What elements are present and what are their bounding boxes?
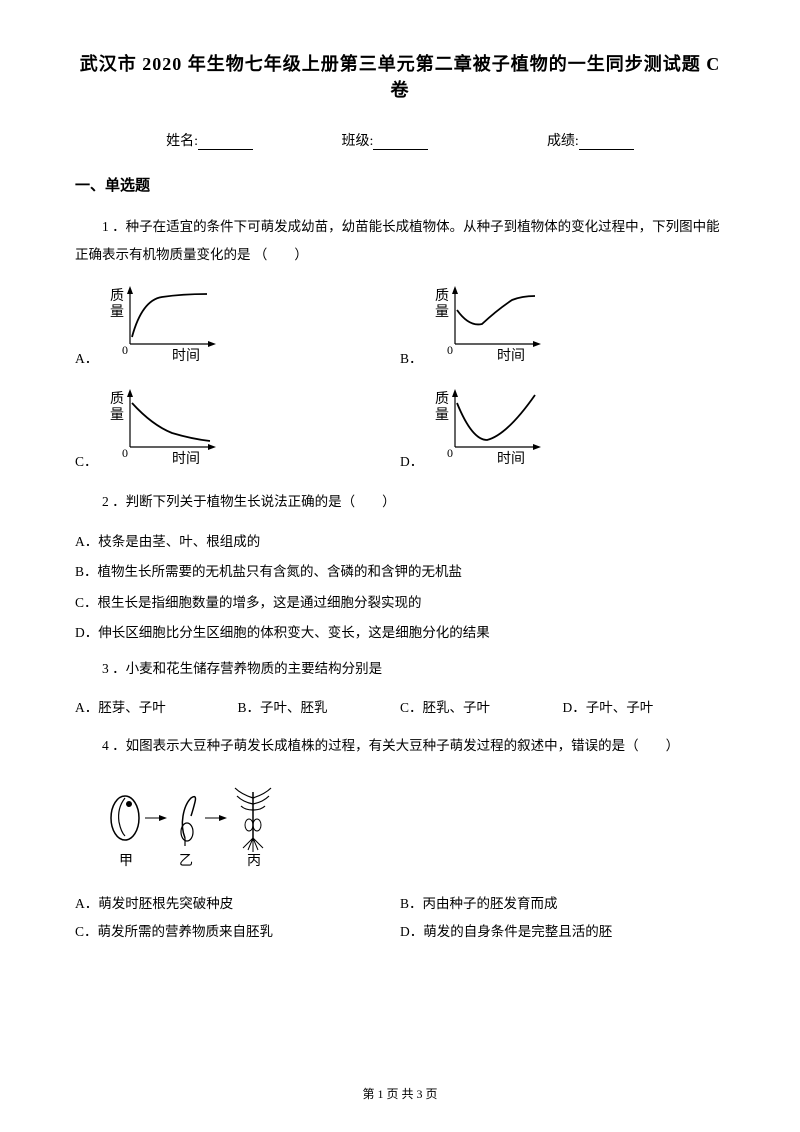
score-field: 成绩: xyxy=(547,130,634,150)
q3-option-b: B．子叶、胚乳 xyxy=(238,696,401,716)
q4-text: 4 ．如图表示大豆种子萌发长成植株的过程，有关大豆种子萌发过程的叙述中，错误的是… xyxy=(75,732,725,760)
svg-text:质: 质 xyxy=(110,288,124,304)
class-label: 班级: xyxy=(342,134,374,149)
q3-option-a: A．胚芽、子叶 xyxy=(75,696,238,716)
q4-option-c: C．萌发所需的营养物质来自胚乳 xyxy=(75,918,400,946)
q3-text: 3 ．小麦和花生储存营养物质的主要结构分别是 xyxy=(75,655,725,683)
q4-option-d: D．萌发的自身条件是完整且活的胚 xyxy=(400,918,725,946)
svg-text:量: 量 xyxy=(435,304,449,320)
class-field: 班级: xyxy=(342,130,429,150)
q1-text: 1 ．种子在适宜的条件下可萌发成幼苗，幼苗能长成植物体。从种子到植物体的变化过程… xyxy=(75,213,725,270)
svg-text:量: 量 xyxy=(435,407,449,423)
q2-option-d: D．伸长区细胞比分生区细胞的体积变大、变长，这是细胞分化的结果 xyxy=(75,619,725,647)
svg-text:时间: 时间 xyxy=(497,451,525,467)
svg-text:质: 质 xyxy=(435,288,449,304)
q3-option-c: C．胚乳、子叶 xyxy=(400,696,563,716)
q1-option-d: D． 质 量 0 时间 xyxy=(400,385,725,470)
q1-graph-c: 质 量 0 时间 xyxy=(102,385,232,470)
score-label: 成绩: xyxy=(547,134,579,149)
q1-option-b: B． 质 量 0 时间 xyxy=(400,282,725,367)
q2-text: 2 ．判断下列关于植物生长说法正确的是（ ） xyxy=(75,488,725,516)
q4-option-a: A．萌发时胚根先突破种皮 xyxy=(75,890,400,918)
svg-text:时间: 时间 xyxy=(497,348,525,364)
q1-options-row1: A． 质 量 0 时间 B． 质 量 xyxy=(75,282,725,367)
q4-options: A．萌发时胚根先突破种皮 B．丙由种子的胚发育而成 C．萌发所需的营养物质来自胚… xyxy=(75,890,725,947)
svg-text:0: 0 xyxy=(447,343,453,357)
svg-text:量: 量 xyxy=(110,304,124,320)
class-blank xyxy=(373,136,428,150)
q1-option-a: A． 质 量 0 时间 xyxy=(75,282,400,367)
score-blank xyxy=(579,136,634,150)
page-title: 武汉市 2020 年生物七年级上册第三单元第二章被子植物的一生同步测试题 C 卷 xyxy=(75,50,725,102)
svg-text:0: 0 xyxy=(122,343,128,357)
name-label: 姓名: xyxy=(166,134,198,149)
q1-label-d: D． xyxy=(400,450,423,470)
svg-text:甲: 甲 xyxy=(119,854,133,869)
page-footer: 第 1 页 共 3 页 xyxy=(0,1085,800,1102)
section-heading: 一、单选题 xyxy=(75,174,725,195)
svg-text:质: 质 xyxy=(435,391,449,407)
svg-text:量: 量 xyxy=(110,407,124,423)
q3-options: A．胚芽、子叶 B．子叶、胚乳 C．胚乳、子叶 D．子叶、子叶 xyxy=(75,696,725,716)
svg-text:时间: 时间 xyxy=(172,348,200,364)
info-line: 姓名: 班级: 成绩: xyxy=(75,130,725,150)
svg-text:0: 0 xyxy=(122,446,128,460)
svg-text:丙: 丙 xyxy=(247,854,261,869)
q2-option-c: C．根生长是指细胞数量的增多，这是通过细胞分裂实现的 xyxy=(75,589,725,617)
q1-options-row2: C． 质 量 0 时间 D． 质 量 xyxy=(75,385,725,470)
svg-text:乙: 乙 xyxy=(179,853,193,869)
svg-text:0: 0 xyxy=(447,446,453,460)
q4-diagram: 甲 乙 丙 xyxy=(103,780,303,875)
q2-option-a: A．枝条是由茎、叶、根组成的 xyxy=(75,528,725,556)
name-field: 姓名: xyxy=(166,130,253,150)
q1-graph-d: 质 量 0 时间 xyxy=(427,385,557,470)
q2-option-b: B．植物生长所需要的无机盐只有含氮的、含磷的和含钾的无机盐 xyxy=(75,558,725,586)
name-blank xyxy=(198,136,253,150)
q1-graph-a: 质 量 0 时间 xyxy=(102,282,232,367)
q3-option-d: D．子叶、子叶 xyxy=(563,696,726,716)
q1-option-c: C． 质 量 0 时间 xyxy=(75,385,400,470)
svg-text:时间: 时间 xyxy=(172,451,200,467)
q1-graph-b: 质 量 0 时间 xyxy=(427,282,557,367)
q4-option-b: B．丙由种子的胚发育而成 xyxy=(400,890,725,918)
q1-label-b: B． xyxy=(400,347,423,367)
q1-label-a: A． xyxy=(75,347,98,367)
q1-label-c: C． xyxy=(75,450,98,470)
svg-text:质: 质 xyxy=(110,391,124,407)
